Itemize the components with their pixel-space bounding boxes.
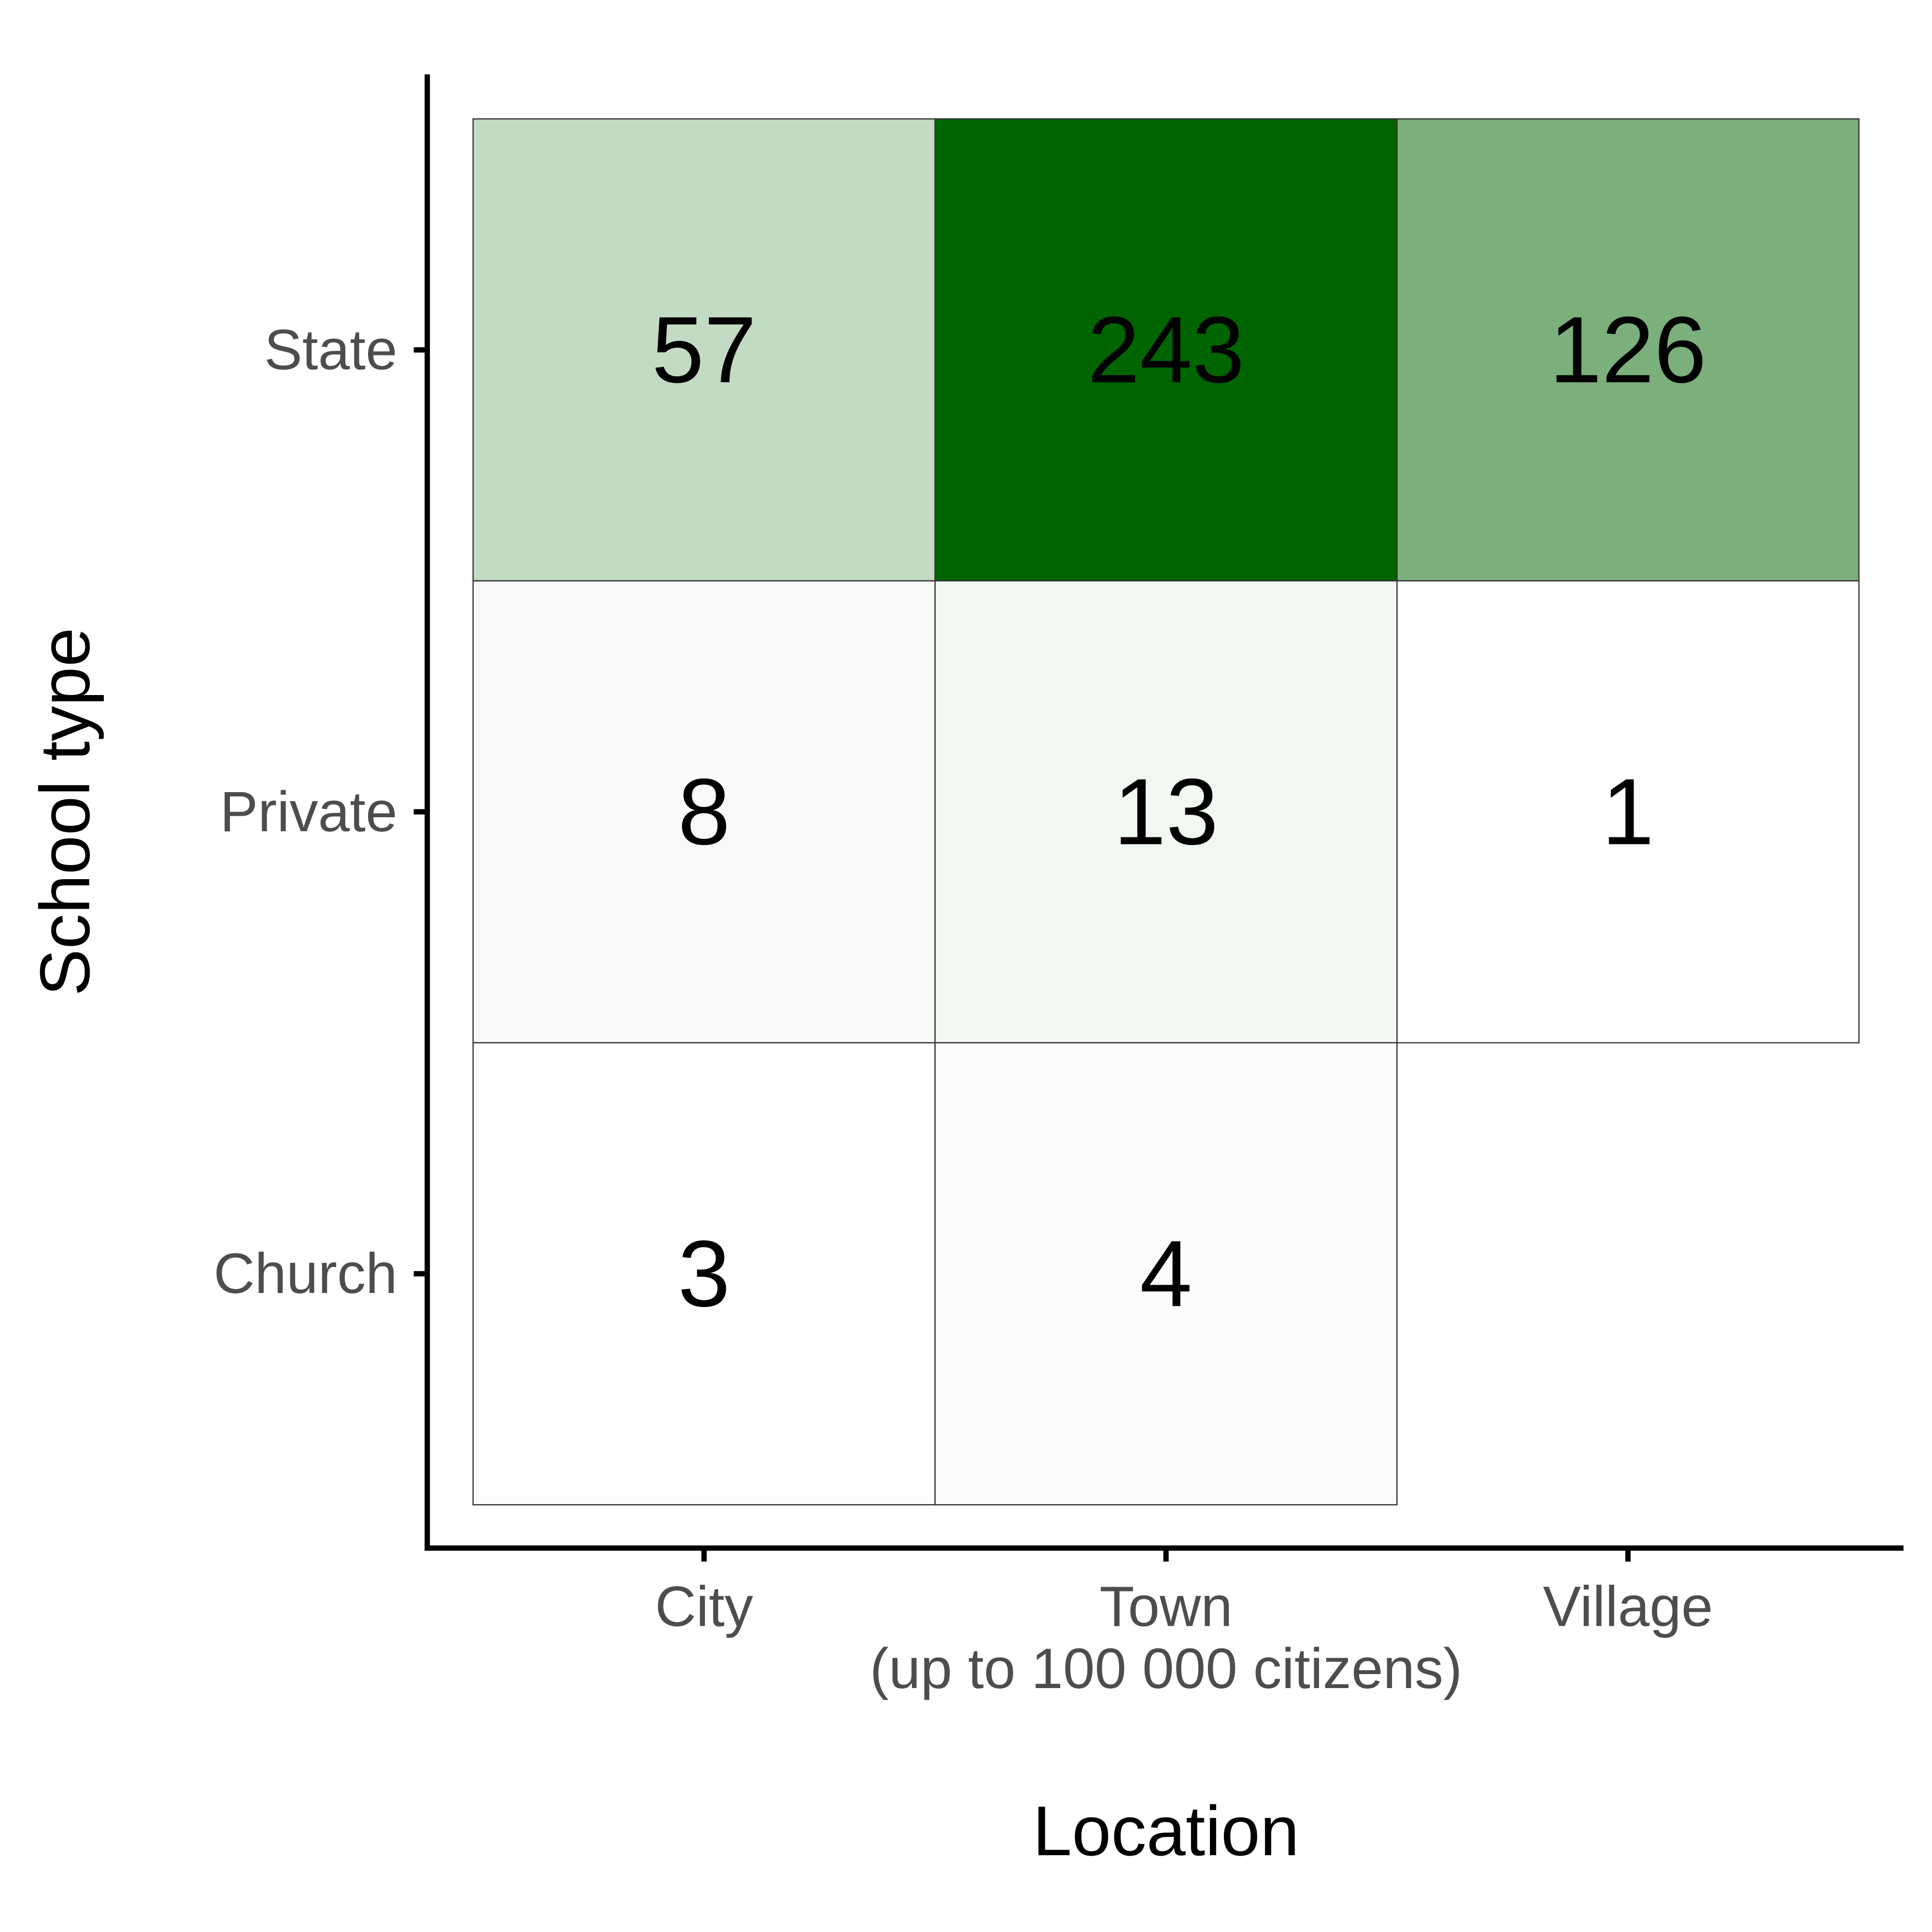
cell-value-label-private-town: 13 — [1114, 759, 1219, 865]
x-tick-label-town: Town — [1099, 1575, 1232, 1639]
x-axis-ticks: City Town(up to 100 000 citizens) Village — [655, 1548, 1713, 1701]
cell-value-label-private-village: 1 — [1602, 759, 1654, 865]
y-axis-title: School type — [26, 627, 104, 996]
heatmap-cell-church-city — [472, 1042, 936, 1506]
x-axis-title: Location — [1033, 1791, 1299, 1870]
cell-value-label-church-city: 3 — [678, 1221, 730, 1326]
y-tick-label-private: Private — [220, 780, 397, 844]
heatmap-cell-private-village — [1396, 580, 1860, 1044]
heatmap-cells — [472, 118, 1860, 1506]
heatmap-cell-church-town — [934, 1042, 1398, 1506]
cell-value-label-state-town: 243 — [1087, 297, 1244, 402]
heatmap-cell-private-town — [934, 580, 1398, 1044]
x-tick-label-village: Village — [1543, 1575, 1713, 1639]
cell-value-label-state-city: 57 — [652, 297, 756, 402]
cell-value-label-church-town: 4 — [1140, 1221, 1192, 1326]
heatmap-cell-state-town — [934, 118, 1398, 582]
cell-value-label-private-city: 8 — [678, 759, 730, 865]
x-tick-label-city: City — [655, 1575, 753, 1639]
y-tick-label-church: Church — [213, 1242, 397, 1306]
heatmap-cell-state-city — [472, 118, 936, 582]
y-axis-ticks: State Private Church — [213, 318, 427, 1306]
heatmap-cell-state-village — [1396, 118, 1860, 582]
heatmap-cell-private-city — [472, 580, 936, 1044]
cell-value-label-state-village: 126 — [1549, 297, 1706, 402]
x-tick-sublabel-town: (up to 100 000 citizens) — [870, 1637, 1463, 1701]
y-tick-label-state: State — [264, 318, 398, 382]
